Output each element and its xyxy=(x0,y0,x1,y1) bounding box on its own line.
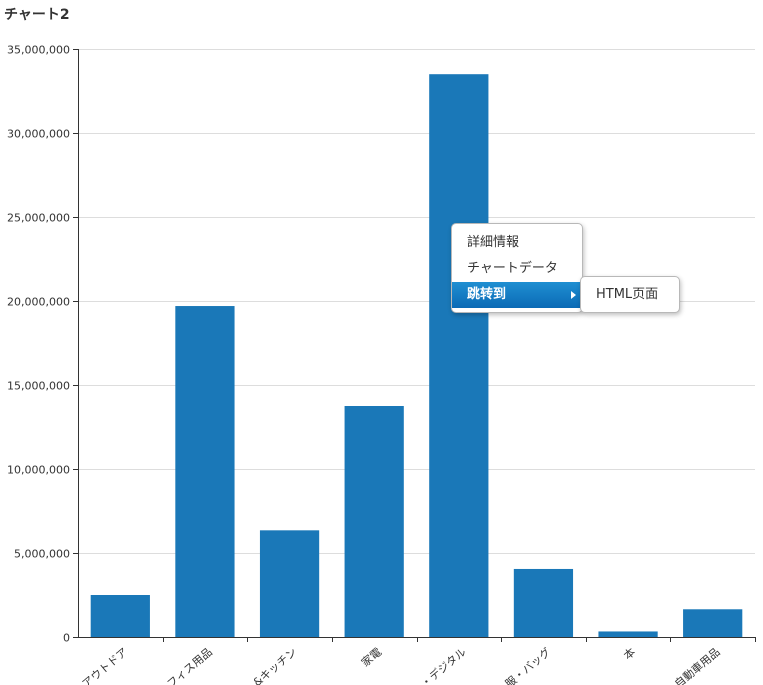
x-tick-label: 家電 xyxy=(358,645,384,670)
x-tick-label: 服・バッグ xyxy=(502,645,553,685)
x-tick-label: ・デジタル xyxy=(418,645,469,685)
bar xyxy=(429,74,489,637)
x-tick-label: 自動車用品 xyxy=(671,645,722,685)
bar xyxy=(598,631,658,637)
x-tick-label: アウトドア xyxy=(80,645,130,685)
y-tick-label: 25,000,000 xyxy=(7,212,70,225)
menu-item-chart-data[interactable]: チャートデータ xyxy=(467,261,558,276)
x-tick-label: フィス用品 xyxy=(165,645,215,685)
y-tick-label: 5,000,000 xyxy=(14,548,70,561)
y-tick-label: 30,000,000 xyxy=(7,128,70,141)
chart-title: チャート2 xyxy=(4,7,70,23)
x-tick-label: &キッチン xyxy=(251,645,300,685)
y-tick-label: 20,000,000 xyxy=(7,296,70,309)
x-tick-label: 本 xyxy=(621,645,638,663)
context-menu: 詳細情報 チャートデータ 跳转到 xyxy=(451,223,583,313)
submenu: HTML页面 xyxy=(580,276,680,313)
y-tick-label: 35,000,000 xyxy=(7,44,70,57)
submenu-item-html-page[interactable]: HTML页面 xyxy=(596,287,659,302)
bar xyxy=(90,595,150,637)
bar xyxy=(175,306,235,637)
menu-item-jump-to-label: 跳转到 xyxy=(467,287,507,302)
bar xyxy=(344,406,404,637)
bar xyxy=(683,609,743,637)
submenu-arrow-icon xyxy=(571,291,576,299)
bar xyxy=(259,530,320,637)
y-tick-label: 15,000,000 xyxy=(7,380,70,393)
menu-item-details[interactable]: 詳細情報 xyxy=(467,235,520,250)
y-tick-label: 10,000,000 xyxy=(7,464,70,477)
y-tick-label: 0 xyxy=(63,632,70,645)
bar xyxy=(513,568,574,637)
menu-item-jump-to[interactable]: 跳转到 xyxy=(452,282,582,308)
